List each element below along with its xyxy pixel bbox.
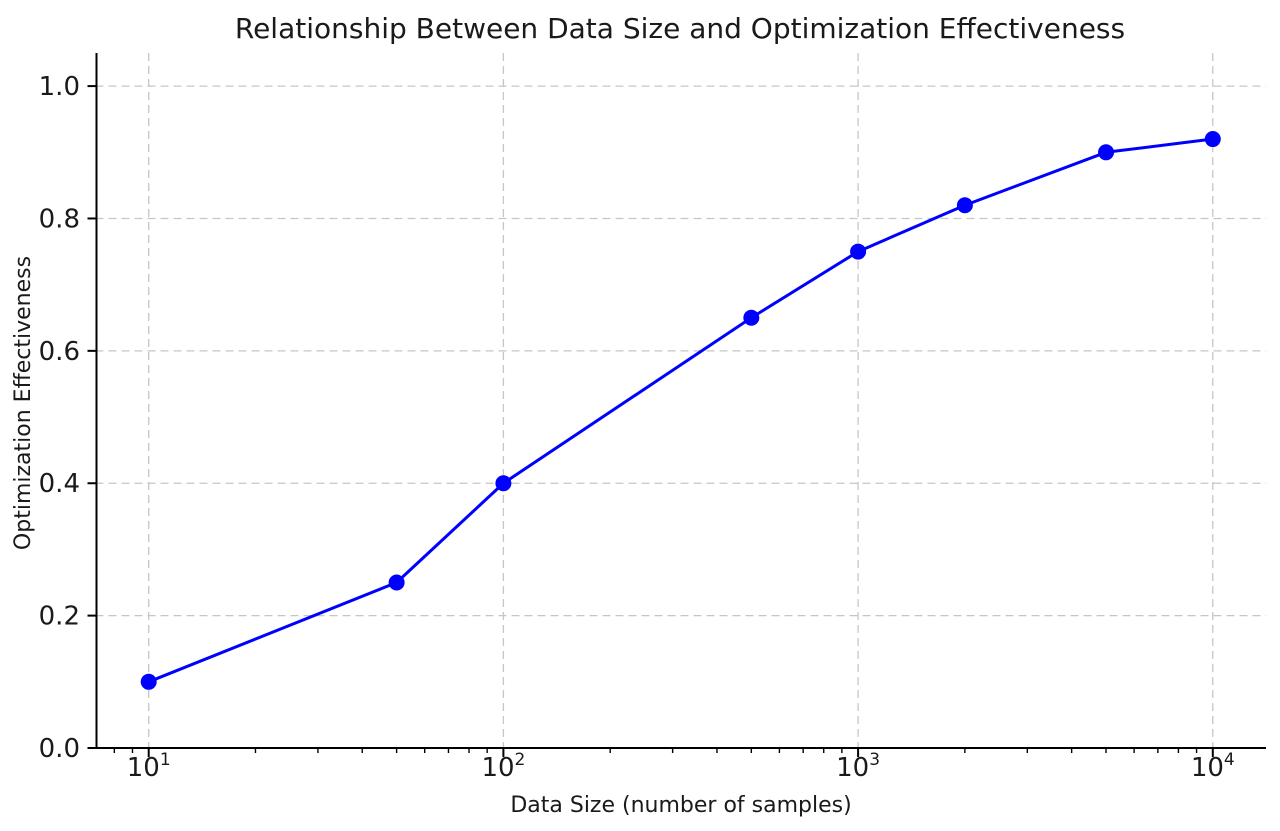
x-tick-label: 103 xyxy=(836,750,880,783)
data-point xyxy=(388,574,405,591)
axis-spines xyxy=(95,53,1266,749)
y-axis: 0.0 0.2 0.4 0.6 0.8 1.0 xyxy=(39,72,97,764)
data-point xyxy=(1098,144,1115,161)
x-axis: 101 102 103 104 xyxy=(113,748,1235,783)
y-tick-label: 0.2 xyxy=(39,602,80,632)
y-tick-label: 0.4 xyxy=(39,469,80,499)
y-axis-label: Optimization Effectiveness xyxy=(11,256,36,550)
y-tick-label: 0.8 xyxy=(39,204,80,234)
data-point xyxy=(956,197,973,214)
x-tick-label: 104 xyxy=(1191,750,1235,783)
y-tick-label: 0.0 xyxy=(39,734,80,764)
y-tick-label: 1.0 xyxy=(39,72,80,102)
data-point xyxy=(495,475,512,492)
data-point xyxy=(743,309,760,326)
data-line xyxy=(147,137,1215,684)
chart-title: Relationship Between Data Size and Optim… xyxy=(235,12,1125,45)
data-point xyxy=(850,243,867,260)
x-axis-label: Data Size (number of samples) xyxy=(510,793,851,818)
gridlines xyxy=(95,53,1266,749)
data-point xyxy=(1204,131,1221,148)
x-tick-label: 102 xyxy=(481,750,525,783)
x-tick-label: 101 xyxy=(127,750,171,783)
y-tick-label: 0.6 xyxy=(39,337,80,367)
data-point xyxy=(140,673,157,690)
data-series xyxy=(140,131,1221,690)
